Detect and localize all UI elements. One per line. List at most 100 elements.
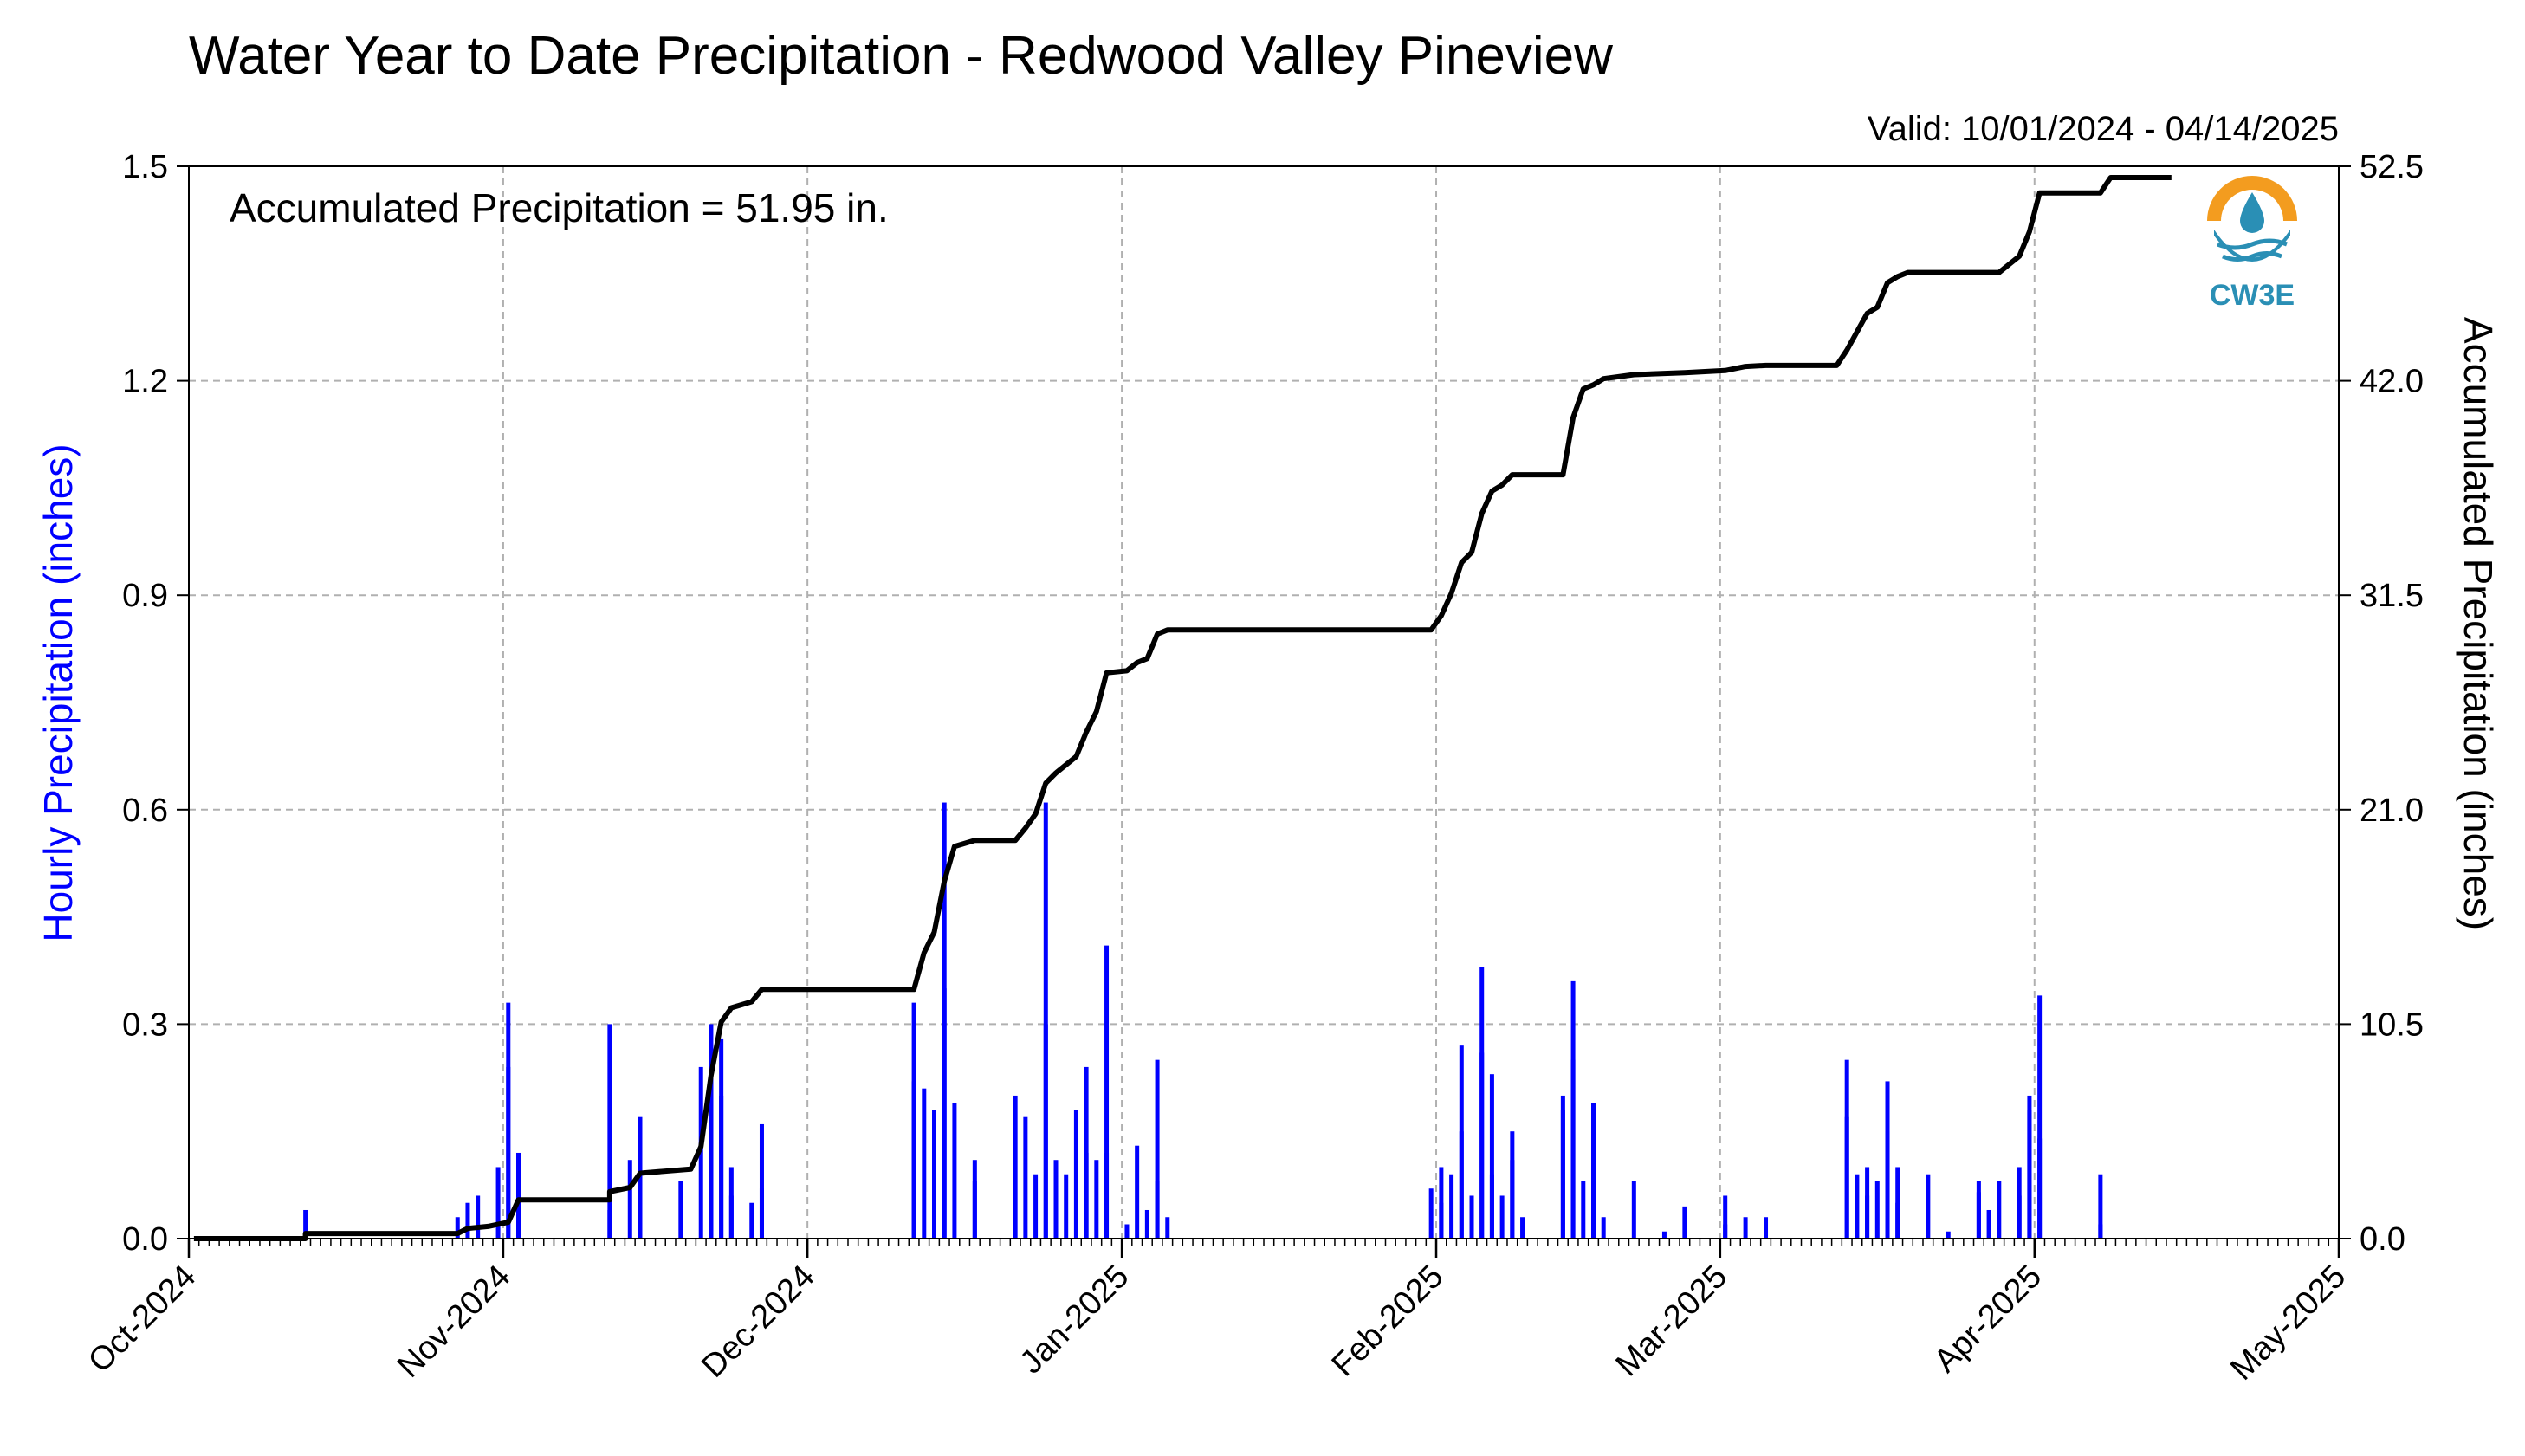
hourly-bar — [932, 1110, 937, 1239]
hourly-bar — [1997, 1181, 2002, 1239]
logo-text: CW3E — [2210, 279, 2295, 312]
hourly-bar — [1926, 1174, 1931, 1239]
hourly-bar — [1631, 1181, 1636, 1239]
y-right-tick-label: 0.0 — [2360, 1221, 2405, 1258]
hourly-bar — [1976, 1181, 1981, 1239]
hourly-bar — [1043, 1024, 1048, 1239]
hourly-bar — [1439, 1202, 1444, 1239]
logo-wave-1 — [2217, 238, 2288, 250]
hourly-bar — [911, 1002, 916, 1239]
hourly-bar — [1723, 1195, 1728, 1239]
hourly-bar — [1764, 1217, 1769, 1239]
hourly-bar — [1428, 1188, 1434, 1239]
hourly-bar — [1033, 1174, 1039, 1239]
hourly-bar — [2098, 1174, 2103, 1239]
y-left-axis-title: Hourly Precipitation (inches) — [36, 443, 81, 942]
hourly-bar — [1590, 1217, 1596, 1239]
hourly-bar — [1885, 1131, 1890, 1239]
hourly-bar — [2098, 1224, 2103, 1239]
hourly-bar — [1499, 1195, 1505, 1239]
hourly-bar — [1844, 1116, 1849, 1239]
hourly-bar — [2017, 1167, 2022, 1239]
hourly-bar — [1520, 1217, 1525, 1239]
hourly-bar — [1023, 1116, 1028, 1239]
hourly-bar — [303, 1209, 308, 1239]
hourly-bar — [2037, 995, 2043, 1239]
hourly-bar — [1013, 1095, 1018, 1239]
hourly-bar — [495, 1167, 501, 1239]
hourly-bar — [1144, 1209, 1149, 1239]
y-left-tick-label: 0.6 — [122, 793, 168, 829]
hourly-bar — [1560, 1095, 1565, 1239]
hourly-bar — [607, 1024, 612, 1239]
hourly-bar — [627, 1160, 632, 1239]
y-right-axis-title: Accumulated Precipitation (inches) — [2456, 317, 2501, 930]
hourly-bar — [1043, 802, 1048, 1239]
hourly-bar — [506, 1066, 511, 1239]
accumulated-line-layer — [193, 175, 2172, 1241]
accumulated-annotation: Accumulated Precipitation = 51.95 in. — [230, 185, 889, 230]
chart-subtitle: Valid: 10/01/2024 - 04/14/2025 — [1868, 110, 2339, 148]
hourly-bar — [1946, 1231, 1951, 1239]
logo-drop-icon — [2240, 192, 2264, 233]
hourly-bar — [2027, 1095, 2032, 1239]
hourly-bar — [1449, 1174, 1454, 1239]
hourly-bar — [1479, 1052, 1485, 1239]
hourly-bar — [1094, 1160, 1099, 1239]
accumulated-line — [193, 175, 2172, 1241]
hourly-bar — [1682, 1206, 1687, 1239]
hourly-bar — [942, 802, 947, 1239]
cw3e-logo: CW3E — [2207, 176, 2297, 312]
hourly-bar — [1581, 1181, 1586, 1239]
hourly-bar — [1510, 1160, 1515, 1239]
y-right-tick-label: 31.5 — [2360, 578, 2424, 614]
y-left-tick-label: 0.0 — [122, 1221, 168, 1258]
hourly-bar — [719, 1095, 724, 1239]
hourly-bar — [1743, 1217, 1748, 1239]
hourly-bar — [1053, 1160, 1059, 1239]
hourly-bar — [1155, 1181, 1160, 1239]
hourly-bar — [638, 1116, 643, 1239]
hourly-bar — [2037, 1138, 2043, 1239]
hourly-bar — [1590, 1103, 1596, 1239]
y-left-tick-label: 1.5 — [122, 149, 168, 185]
hourly-bar — [1489, 1074, 1494, 1239]
hourly-bar — [749, 1202, 754, 1239]
hourly-bar — [1986, 1209, 1991, 1239]
hourly-bar — [1661, 1231, 1667, 1239]
hourly-bar — [1165, 1217, 1170, 1239]
y-right-tick-label: 52.5 — [2360, 149, 2424, 185]
hourly-bar — [476, 1195, 481, 1239]
hourly-bar — [1104, 1152, 1110, 1239]
hourly-bar — [1895, 1202, 1900, 1239]
hourly-bar — [1124, 1224, 1130, 1239]
hourly-bar — [1489, 1174, 1494, 1239]
hourly-bar — [1874, 1181, 1880, 1239]
hourly-bar — [1570, 1059, 1576, 1239]
hourly-bar — [455, 1217, 460, 1239]
hourly-bar — [1865, 1195, 1870, 1239]
hourly-bar — [1084, 1066, 1089, 1239]
hourly-bar — [1855, 1174, 1860, 1239]
hourly-bar — [922, 1088, 927, 1239]
chart-title: Water Year to Date Precipitation - Redwo… — [189, 26, 1613, 86]
hourly-bar — [515, 1152, 521, 1239]
hourly-bar — [1459, 1131, 1464, 1239]
hourly-bar — [1469, 1195, 1474, 1239]
hourly-bar — [952, 1103, 957, 1239]
hourly-bar — [1135, 1145, 1140, 1239]
hourly-bar — [1601, 1217, 1606, 1239]
logo-wave-2 — [2222, 251, 2282, 262]
hourly-bar — [465, 1202, 470, 1239]
y-right-tick-label: 42.0 — [2360, 364, 2424, 400]
hourly-bar — [1064, 1174, 1069, 1239]
y-left-tick-label: 1.2 — [122, 364, 168, 400]
hourly-bar — [1155, 1059, 1160, 1239]
hourly-bar — [759, 1123, 764, 1239]
grid-layer — [189, 166, 2339, 1239]
hourly-bar — [728, 1195, 734, 1239]
hourly-bar — [759, 1188, 764, 1239]
y-left-tick-label: 0.3 — [122, 1006, 168, 1043]
